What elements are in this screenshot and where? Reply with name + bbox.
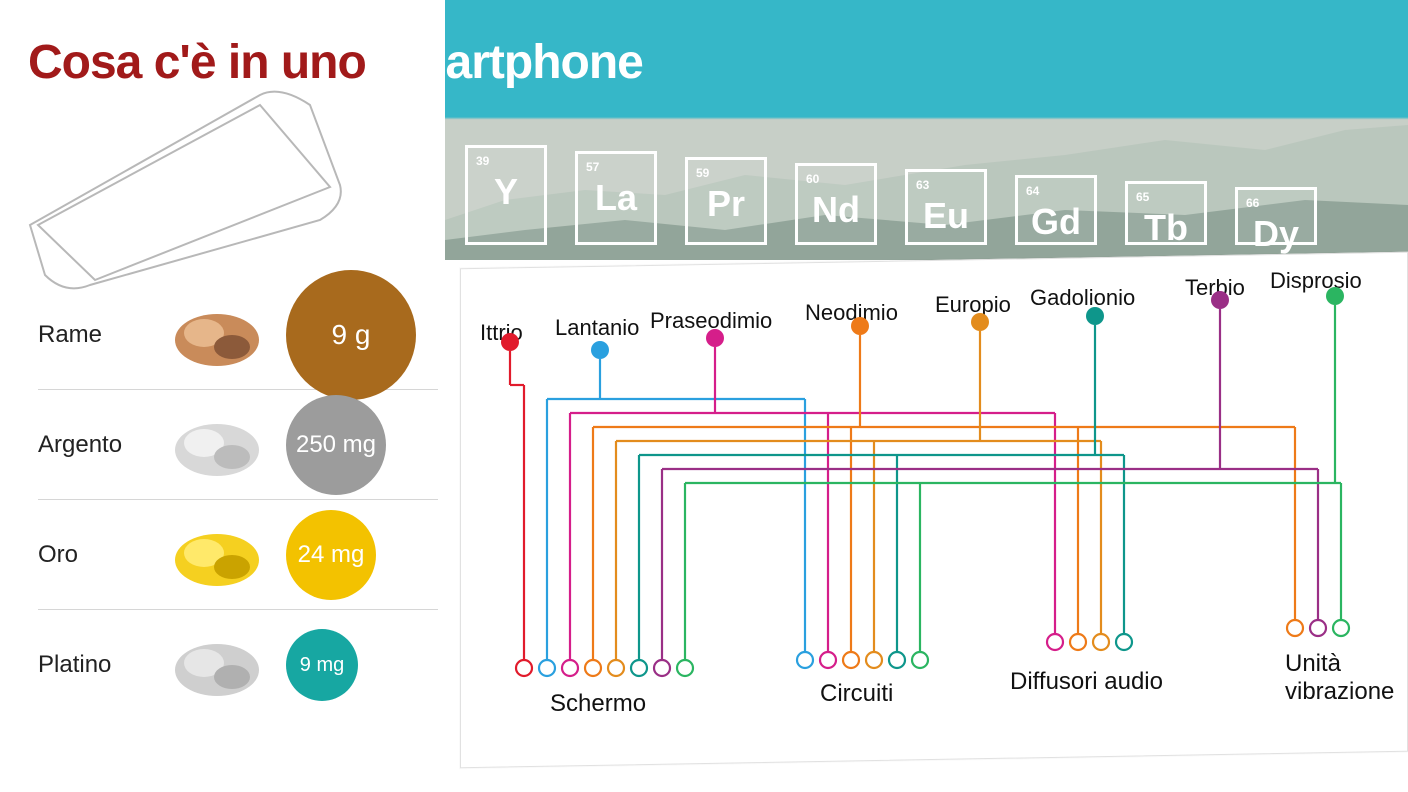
periodic-element-Dy: 66 Dy <box>1235 187 1317 245</box>
element-symbol: Pr <box>696 184 756 224</box>
atomic-number: 65 <box>1136 190 1196 204</box>
rare-earth-label-lantanio: Lantanio <box>555 315 639 341</box>
metal-name: Argento <box>38 431 148 459</box>
metal-nugget <box>162 405 272 485</box>
atomic-number: 39 <box>476 154 536 168</box>
periodic-element-Nd: 60 Nd <box>795 163 877 245</box>
metal-row-rame: Rame 9 g <box>38 280 438 390</box>
rare-earth-label-disprosio: Disprosio <box>1270 268 1362 294</box>
metal-amount: 24 mg <box>286 510 376 600</box>
use-label-schermo: Schermo <box>550 690 646 718</box>
use-label-diffusori: Diffusori audio <box>1010 668 1163 696</box>
metal-name: Platino <box>38 651 148 679</box>
title-part-2: smartphone <box>378 36 643 89</box>
atomic-number: 63 <box>916 178 976 192</box>
periodic-element-Tb: 65 Tb <box>1125 181 1207 245</box>
metal-amount: 9 mg <box>286 629 358 701</box>
metal-nugget <box>162 625 272 705</box>
rare-earth-label-neodimio: Neodimio <box>805 300 898 326</box>
periodic-element-Pr: 59 Pr <box>685 157 767 245</box>
atomic-number: 66 <box>1246 196 1306 210</box>
atomic-number: 57 <box>586 160 646 174</box>
rare-earth-label-praseodimio: Praseodimio <box>650 308 772 334</box>
metal-row-argento: Argento 250 mg <box>38 390 438 500</box>
use-label-vibrazione: Unitàvibrazione <box>1285 650 1394 706</box>
metal-nugget <box>162 295 272 375</box>
element-symbol: Dy <box>1246 214 1306 254</box>
metal-row-platino: Platino 9 mg <box>38 610 438 720</box>
rare-earth-label-europio: Europio <box>935 292 1011 318</box>
element-symbol: La <box>586 178 646 218</box>
metal-name: Oro <box>38 541 148 569</box>
atomic-number: 60 <box>806 172 866 186</box>
element-symbol: Y <box>476 172 536 212</box>
title-part-1: Cosa c'è in uno <box>28 36 366 89</box>
metal-amount: 250 mg <box>286 395 386 495</box>
rare-earth-label-gadolionio: Gadolionio <box>1030 285 1135 311</box>
element-symbol: Gd <box>1026 202 1086 242</box>
atomic-number: 64 <box>1026 184 1086 198</box>
phone-outline <box>10 85 370 305</box>
metal-row-oro: Oro 24 mg <box>38 500 438 610</box>
rare-earth-label-ittrio: Ittrio <box>480 320 523 346</box>
element-symbol: Eu <box>916 196 976 236</box>
periodic-element-La: 57 La <box>575 151 657 245</box>
element-symbol: Nd <box>806 190 866 230</box>
element-symbol: Tb <box>1136 208 1196 248</box>
rare-earth-label-terbio: Terbio <box>1185 275 1245 301</box>
infographic-canvas: Cosa c'è in uno smartphone Rame 9 gArgen… <box>0 0 1408 792</box>
periodic-elements-row: 39 Y 57 La 59 Pr 60 Nd 63 Eu 64 Gd 65 Tb 66 Dy <box>465 145 1317 245</box>
periodic-element-Eu: 63 Eu <box>905 169 987 245</box>
metal-nugget <box>162 515 272 595</box>
periodic-element-Y: 39 Y <box>465 145 547 245</box>
metal-name: Rame <box>38 321 148 349</box>
periodic-element-Gd: 64 Gd <box>1015 175 1097 245</box>
metals-list: Rame 9 gArgento 250 mgOro 24 mgPlatino 9… <box>38 280 438 720</box>
atomic-number: 59 <box>696 166 756 180</box>
page-title: Cosa c'è in uno smartphone <box>28 35 643 90</box>
use-label-circuiti: Circuiti <box>820 680 893 708</box>
metal-amount: 9 g <box>286 270 416 400</box>
